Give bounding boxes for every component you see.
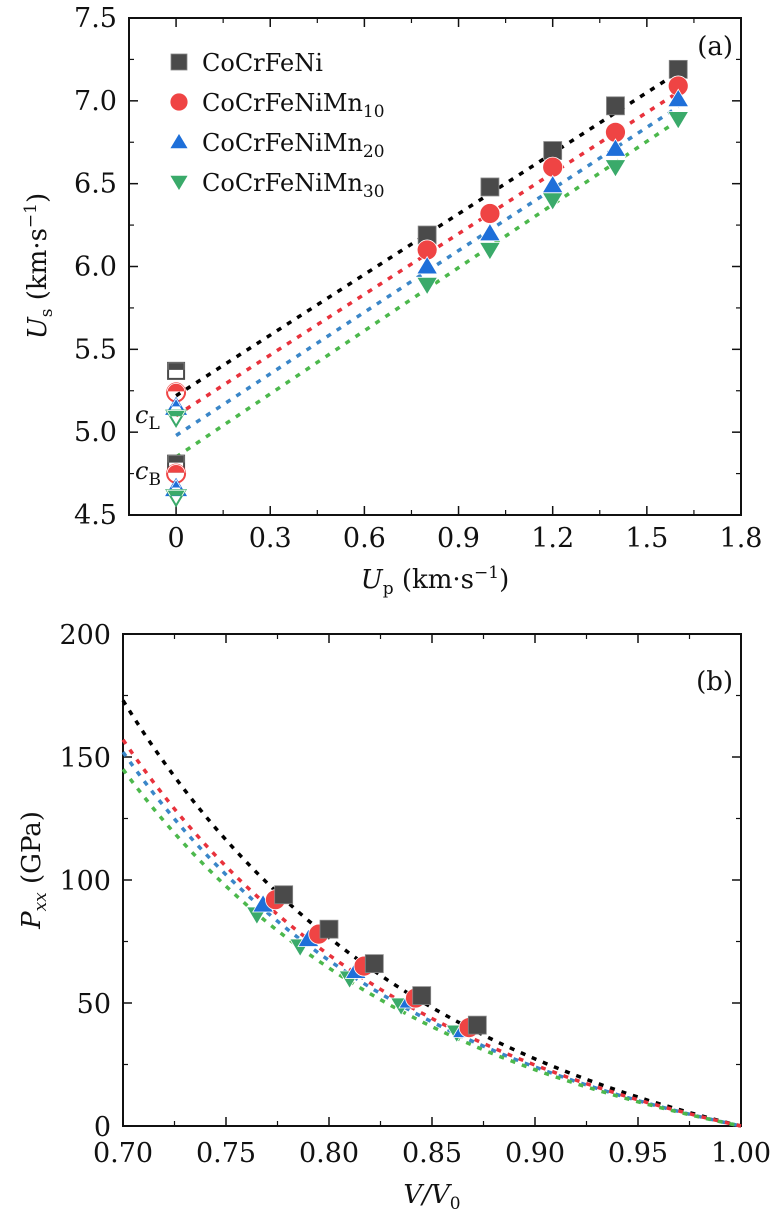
- panel-b-x-ticks: 0.70 0.75 0.80 0.85 0.90 0.95 1.00: [93, 634, 771, 1169]
- x-tick-label: 1.00: [711, 1138, 771, 1169]
- cB-marker-fill-CoCrFeNiMn10: [166, 464, 186, 473]
- panel-a-data-points: [416, 59, 690, 296]
- cL-marker-fill-CoCrFeNi: [167, 362, 185, 370]
- x-tick-label: 0.80: [299, 1138, 359, 1169]
- data-point-CoCrFeNiMn20: [604, 138, 627, 157]
- cL-marker-fill-CoCrFeNiMn20: [170, 397, 182, 407]
- x-tick-label: 0.6: [343, 523, 386, 554]
- data-point-CoCrFeNiMn20: [416, 255, 439, 275]
- legend-marker-CoCrFeNiMn20: [169, 132, 189, 150]
- x-tick-label: 0.75: [196, 1138, 256, 1169]
- x-tick-label: 1.5: [625, 523, 668, 554]
- data-point-CoCrFeNiMn30: [667, 111, 690, 130]
- data-point-CoCrFeNi: [364, 954, 384, 974]
- y-tick-label: 100: [59, 866, 111, 897]
- panel-a-y-axis-label: Us (km·s−1): [21, 193, 57, 339]
- x-tick-label: 0.95: [608, 1138, 668, 1169]
- cB-marker-fill-CoCrFeNi: [167, 455, 185, 463]
- x-tick-label: 0.90: [505, 1138, 565, 1169]
- panel-b-data-points: [245, 885, 487, 1044]
- panel-b-y-axis-label: Pxx (GPa): [17, 811, 51, 930]
- panel-b-fit-lines: [121, 699, 742, 1128]
- legend-label-CoCrFeNiMn20: CoCrFeNiMn20: [202, 129, 385, 162]
- legend-label-CoCrFeNiMn10: CoCrFeNiMn10: [202, 89, 385, 122]
- x-tick-label: 0.70: [93, 1138, 153, 1169]
- annotation-cL: cL: [135, 401, 160, 434]
- panel-b: 0.70 0.75 0.80 0.85 0.90 0.95 1.00 0 50 100 150 20…: [17, 620, 771, 1214]
- cB-marker-fill-CoCrFeNiMn20: [170, 478, 182, 488]
- x-tick-label: 0.9: [437, 523, 480, 554]
- data-point-CoCrFeNi: [606, 96, 625, 116]
- data-point-CoCrFeNiMn10: [542, 156, 564, 178]
- panel-a-sound-speed-markers: [165, 361, 188, 508]
- data-point-CoCrFeNi: [274, 885, 294, 905]
- fit-curve-CoCrFeNiMn30: [121, 768, 742, 1128]
- fit-curve-CoCrFeNi: [121, 699, 742, 1128]
- data-point-CoCrFeNi: [412, 986, 432, 1006]
- y-tick-label: 7.0: [74, 86, 117, 117]
- cB-marker-fill-CoCrFeNiMn30: [166, 489, 186, 496]
- data-point-CoCrFeNi: [467, 1015, 487, 1035]
- panel-b-y-ticks: 0 50 100 150 200: [59, 620, 741, 1143]
- x-tick-label: 0: [167, 523, 184, 554]
- y-tick-label: 7.5: [74, 3, 117, 34]
- panel-b-label: (b): [696, 667, 733, 697]
- cL-marker-fill-CoCrFeNiMn30: [166, 410, 186, 417]
- data-point-CoCrFeNiMn30: [416, 276, 439, 296]
- y-tick-label: 5.0: [74, 417, 117, 448]
- x-tick-label: 0.85: [402, 1138, 462, 1169]
- data-point-CoCrFeNi: [319, 919, 339, 939]
- legend-marker-CoCrFeNiMn30: [169, 174, 189, 192]
- legend: CoCrFeNi CoCrFeNiMn10 CoCrFeNiMn20 CoCrFeNi…: [169, 49, 385, 202]
- data-point-CoCrFeNiMn10: [479, 203, 501, 224]
- x-tick-label: 1.8: [720, 523, 763, 554]
- data-point-CoCrFeNi: [480, 177, 500, 197]
- cL-marker-fill-CoCrFeNiMn10: [166, 383, 186, 392]
- panel-a-x-ticks: 0 0.3 0.6 0.9 1.2 1.5 1.8: [167, 18, 762, 554]
- fit-curve-CoCrFeNiMn20: [121, 751, 742, 1128]
- data-point-CoCrFeNiMn30: [604, 159, 627, 178]
- fit-line-CoCrFeNiMn10: [175, 90, 680, 418]
- annotation-cB: cB: [135, 457, 161, 490]
- legend-label-CoCrFeNiMn30: CoCrFeNiMn30: [202, 169, 385, 202]
- y-tick-label: 5.5: [74, 334, 117, 365]
- panel-a: 0 0.3 0.6 0.9 1.2 1.5 1.8 4.5 5.0 5.5 6.0 6.5 7.0 7.…: [21, 3, 762, 599]
- legend-marker-CoCrFeNiMn10: [169, 92, 189, 112]
- y-tick-label: 50: [77, 989, 111, 1020]
- y-tick-label: 6.5: [74, 169, 117, 200]
- x-tick-label: 1.2: [531, 523, 574, 554]
- panel-b-x-axis-label: V/V0: [403, 1180, 460, 1214]
- data-point-CoCrFeNiMn20: [667, 88, 690, 108]
- fit-curve-CoCrFeNiMn10: [121, 738, 742, 1128]
- data-point-CoCrFeNiMn30: [478, 242, 501, 261]
- panel-a-label: (a): [697, 32, 733, 62]
- data-point-CoCrFeNiMn20: [478, 222, 501, 242]
- panel-b-plot-frame: [122, 633, 742, 1127]
- y-tick-label: 0: [94, 1112, 111, 1143]
- y-tick-label: 4.5: [74, 500, 117, 531]
- legend-marker-CoCrFeNi: [170, 53, 188, 71]
- legend-label-CoCrFeNi: CoCrFeNi: [202, 49, 323, 77]
- fit-line-CoCrFeNi: [175, 70, 680, 398]
- y-tick-label: 6.0: [74, 252, 117, 283]
- panel-a-x-axis-label: Up (km·s−1): [361, 563, 509, 599]
- y-tick-label: 150: [59, 743, 111, 774]
- y-tick-label: 200: [59, 620, 111, 651]
- x-tick-label: 0.3: [249, 523, 292, 554]
- data-point-CoCrFeNiMn30: [541, 192, 564, 211]
- panel-a-y-ticks: 4.5 5.0 5.5 6.0 6.5 7.0 7.5: [74, 3, 741, 531]
